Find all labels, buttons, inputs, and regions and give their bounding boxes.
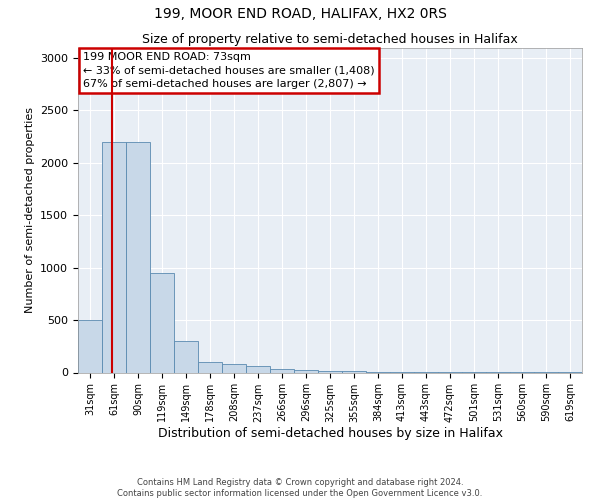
Bar	[102, 142, 126, 372]
Title: Size of property relative to semi-detached houses in Halifax: Size of property relative to semi-detach…	[142, 34, 518, 46]
Bar	[222, 364, 246, 372]
X-axis label: Distribution of semi-detached houses by size in Halifax: Distribution of semi-detached houses by …	[157, 427, 503, 440]
Text: 199 MOOR END ROAD: 73sqm
← 33% of semi-detached houses are smaller (1,408)
67% o: 199 MOOR END ROAD: 73sqm ← 33% of semi-d…	[83, 52, 374, 89]
Bar	[318, 371, 342, 372]
Bar	[294, 370, 318, 372]
Bar	[78, 320, 102, 372]
Text: Contains HM Land Registry data © Crown copyright and database right 2024.
Contai: Contains HM Land Registry data © Crown c…	[118, 478, 482, 498]
Bar	[174, 341, 198, 372]
Bar	[270, 370, 294, 372]
Bar	[126, 142, 150, 372]
Text: 199, MOOR END ROAD, HALIFAX, HX2 0RS: 199, MOOR END ROAD, HALIFAX, HX2 0RS	[154, 8, 446, 22]
Y-axis label: Number of semi-detached properties: Number of semi-detached properties	[25, 107, 35, 313]
Bar	[150, 273, 174, 372]
Bar	[198, 362, 222, 372]
Bar	[246, 366, 270, 372]
